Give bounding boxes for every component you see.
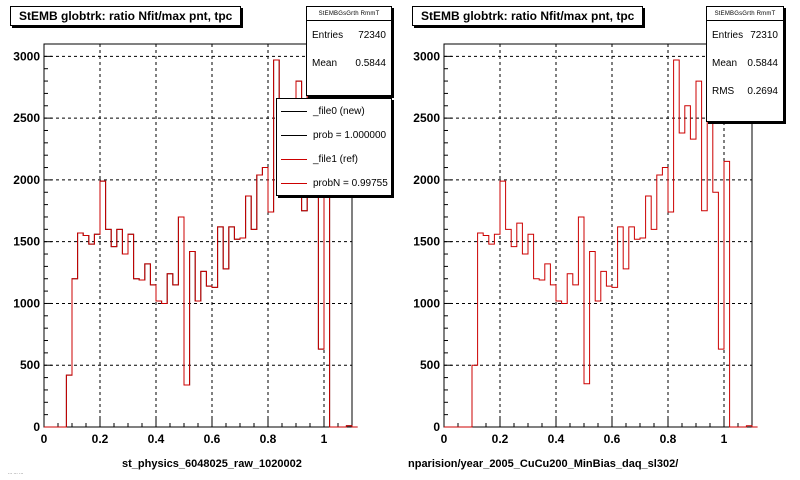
x-tick-label: 1 xyxy=(721,432,728,446)
x-tick-label: 0.2 xyxy=(92,432,109,446)
histogram-series xyxy=(44,59,358,428)
x-tick-label: 0.6 xyxy=(204,432,221,446)
stats-value: 72310 xyxy=(750,29,778,41)
legend-line-icon xyxy=(281,158,307,160)
x-tick-label: 0.8 xyxy=(660,432,677,446)
stats-label: Entries xyxy=(312,29,344,41)
chart-title-left: StEMB globtrk: ratio Nfit/max pnt, tpc xyxy=(10,6,242,26)
x-axis-label-right: nparision/year_2005_CuCu200_MinBias_daq_… xyxy=(408,458,679,470)
y-tick-label: 0 xyxy=(33,420,40,434)
stats-value: 0.2694 xyxy=(747,85,778,97)
stats-header: StEMBGsGrth RmmT xyxy=(707,7,783,21)
histogram-series xyxy=(444,59,758,428)
stats-box-left: StEMBGsGrth RmmT Entries 72340 Mean 0.58… xyxy=(306,6,392,96)
histogram-right: 0 0.2 0.4 0.6 0.8 1 0 500 1000 1500 2000 2500 3000 xyxy=(413,43,758,446)
legend-item-probn: probN = 0.99755 xyxy=(277,171,391,195)
stats-label: Mean xyxy=(312,57,338,69)
legend-label: _file1 (ref) xyxy=(313,153,359,165)
legend-line-icon xyxy=(281,182,307,184)
y-tick-label: 2000 xyxy=(413,173,440,187)
x-tick-label: 0.8 xyxy=(260,432,277,446)
legend-label: probN = 0.99755 xyxy=(313,177,388,189)
x-tick-label: 0 xyxy=(41,432,48,446)
chart-title-right: StEMB globtrk: ratio Nfit/max pnt, tpc xyxy=(412,6,644,26)
y-tick-label: 3000 xyxy=(13,49,40,63)
x-axis-label-left: st_physics_6048025_raw_1020002 xyxy=(122,458,302,470)
stats-row-entries: Entries 72340 xyxy=(307,21,391,49)
stats-label: Mean xyxy=(712,57,738,69)
x-tick-label: 0 xyxy=(441,432,448,446)
legend-label: prob = 1.000000 xyxy=(313,129,387,141)
stats-row-mean: Mean 0.5844 xyxy=(707,49,783,77)
y-tick-label: 2500 xyxy=(413,111,440,125)
y-tick-label: 1000 xyxy=(413,296,440,310)
x-tick-label: 0.2 xyxy=(492,432,509,446)
legend-line-icon xyxy=(281,110,307,112)
stats-value: 72340 xyxy=(358,29,386,41)
legend-item-file1: _file1 (ref) xyxy=(277,147,391,171)
y-tick-label: 1000 xyxy=(13,296,40,310)
x-tick-label: 0.4 xyxy=(548,432,565,446)
x-tick-label: 0.6 xyxy=(604,432,621,446)
legend-left: _file0 (new) prob = 1.000000 _file1 (ref… xyxy=(276,98,392,196)
histogram-left: 0 0.2 0.4 0.6 0.8 1 0 500 1000 1500 2000 2500 3000 xyxy=(13,43,358,446)
y-tick-label: 2000 xyxy=(13,173,40,187)
y-tick-label: 500 xyxy=(420,358,440,372)
x-tick-label: 0.4 xyxy=(148,432,165,446)
stats-header: StEMBGsGrth RmmT xyxy=(307,7,391,21)
x-tick-label: 1 xyxy=(321,432,328,446)
footnote: ... ... ... xyxy=(8,470,24,476)
legend-line-icon xyxy=(281,134,307,136)
y-tick-label: 0 xyxy=(433,420,440,434)
legend-item-prob: prob = 1.000000 xyxy=(277,123,391,147)
stats-box-right: StEMBGsGrth RmmT Entries 72310 Mean 0.58… xyxy=(706,6,784,122)
y-tick-label: 3000 xyxy=(413,49,440,63)
stats-label: Entries xyxy=(712,29,744,41)
stats-label: RMS xyxy=(712,85,735,97)
stats-row-mean: Mean 0.5844 xyxy=(307,49,391,77)
stats-row-rms: RMS 0.2694 xyxy=(707,77,783,105)
stats-value: 0.5844 xyxy=(355,57,386,69)
y-tick-label: 2500 xyxy=(13,111,40,125)
y-tick-label: 1500 xyxy=(13,235,40,249)
stats-row-entries: Entries 72310 xyxy=(707,21,783,49)
legend-item-file0: _file0 (new) xyxy=(277,99,391,123)
y-tick-label: 500 xyxy=(20,358,40,372)
legend-label: _file0 (new) xyxy=(313,105,365,117)
stats-value: 0.5844 xyxy=(747,57,778,69)
y-tick-label: 1500 xyxy=(413,235,440,249)
